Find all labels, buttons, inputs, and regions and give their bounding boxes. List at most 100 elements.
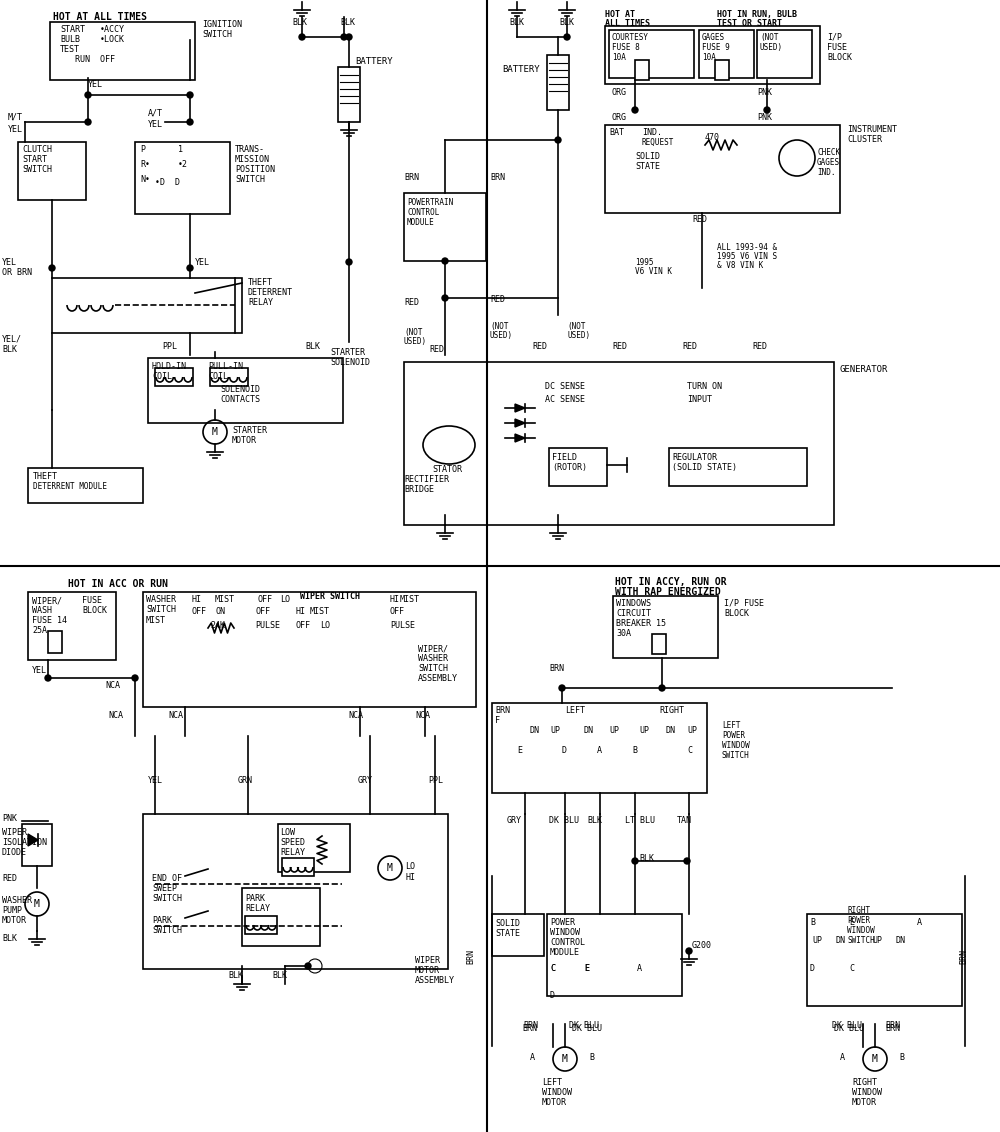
Circle shape [346, 259, 352, 265]
Text: RED: RED [490, 295, 505, 305]
Text: BLK: BLK [2, 934, 17, 943]
Text: UP: UP [639, 726, 649, 735]
Text: WIPER: WIPER [415, 957, 440, 964]
Bar [404, 192, 486, 261]
Text: LT BLU: LT BLU [625, 816, 655, 825]
Text: HOT IN RUN, BULB: HOT IN RUN, BULB [717, 10, 797, 19]
Text: CLUSTER: CLUSTER [847, 135, 882, 144]
Bar [669, 448, 807, 486]
Text: HI: HI [295, 607, 305, 616]
Text: OR BRN: OR BRN [2, 268, 32, 277]
Text: YEL/: YEL/ [2, 335, 22, 344]
Text: MOTOR: MOTOR [415, 966, 440, 975]
Bar [210, 368, 248, 386]
Text: V6 VIN K: V6 VIN K [635, 267, 672, 276]
Text: BAT: BAT [609, 128, 624, 137]
Text: INSTRUMENT: INSTRUMENT [847, 125, 897, 134]
Text: CHECK: CHECK [817, 148, 840, 157]
Text: BRN: BRN [490, 173, 505, 182]
Bar [605, 26, 820, 84]
Text: ASSEMBLY: ASSEMBLY [418, 674, 458, 683]
Text: I/P FUSE: I/P FUSE [724, 599, 764, 608]
Text: PUMP: PUMP [2, 906, 22, 915]
Text: MOTOR: MOTOR [542, 1098, 567, 1107]
Text: F: F [495, 717, 500, 724]
Text: WASHER: WASHER [146, 595, 176, 604]
Text: PARK: PARK [152, 916, 172, 925]
Text: DK BLU: DK BLU [549, 816, 579, 825]
Text: LEFT: LEFT [722, 721, 740, 730]
Text: NCA: NCA [108, 711, 123, 720]
Bar [699, 31, 754, 78]
Text: COIL: COIL [208, 372, 228, 381]
Text: PPL: PPL [162, 342, 177, 351]
Circle shape [346, 34, 352, 40]
Text: POWERTRAIN: POWERTRAIN [407, 198, 453, 207]
Text: OFF: OFF [258, 595, 273, 604]
Text: YEL: YEL [8, 125, 23, 134]
Text: MODULE: MODULE [407, 218, 435, 228]
Text: BLK: BLK [639, 854, 654, 863]
Text: A: A [530, 1053, 535, 1062]
Text: POSITION: POSITION [235, 165, 275, 174]
Text: DN: DN [895, 936, 905, 945]
Text: SOLID: SOLID [635, 152, 660, 161]
Circle shape [686, 947, 692, 954]
Text: DK BLU: DK BLU [572, 1024, 602, 1034]
Text: USED): USED) [404, 337, 427, 346]
Text: (NOT: (NOT [404, 328, 422, 337]
Text: PNK: PNK [757, 88, 772, 97]
Bar [605, 125, 840, 213]
Bar [278, 824, 350, 872]
Text: DETERRENT: DETERRENT [248, 288, 293, 297]
Text: RED: RED [2, 874, 17, 883]
Text: GRY: GRY [358, 777, 373, 784]
Polygon shape [515, 404, 525, 412]
Text: •D  D: •D D [155, 178, 180, 187]
Text: OFF: OFF [295, 621, 310, 631]
Text: N•: N• [140, 175, 150, 185]
Text: RECTIFIER: RECTIFIER [404, 475, 449, 484]
Text: YEL: YEL [148, 120, 163, 129]
Text: DN: DN [529, 726, 539, 735]
Bar [18, 142, 86, 200]
Text: 24K: 24K [210, 621, 225, 631]
Text: CLUTCH: CLUTCH [22, 145, 52, 154]
Text: BRN: BRN [466, 949, 475, 963]
Text: YEL: YEL [195, 258, 210, 267]
Bar [609, 31, 694, 78]
Text: BRN: BRN [495, 706, 510, 715]
Text: COURTESY: COURTESY [612, 33, 649, 42]
Text: GRY: GRY [507, 816, 522, 825]
Bar [547, 914, 682, 996]
Text: B: B [810, 918, 815, 927]
Text: BRN: BRN [549, 664, 564, 674]
Text: SWITCH: SWITCH [847, 936, 875, 945]
Text: SWITCH: SWITCH [235, 175, 265, 185]
Text: •LOCK: •LOCK [100, 35, 125, 44]
Circle shape [564, 34, 570, 40]
Text: DK BLU: DK BLU [834, 1024, 864, 1034]
Text: COIL: COIL [152, 372, 172, 381]
Text: NCA: NCA [105, 681, 120, 691]
Text: UP: UP [872, 936, 882, 945]
Text: I/P: I/P [827, 33, 842, 42]
Text: WINDOW: WINDOW [542, 1088, 572, 1097]
Text: B: B [589, 1053, 594, 1062]
Text: A: A [597, 746, 602, 755]
Text: D: D [562, 746, 567, 755]
Text: BRN: BRN [523, 1021, 538, 1030]
Text: ALL 1993-94 &: ALL 1993-94 & [717, 243, 777, 252]
Text: DK BLU: DK BLU [832, 1021, 862, 1030]
Text: PNK: PNK [757, 113, 772, 122]
Text: & V8 VIN K: & V8 VIN K [717, 261, 763, 271]
Text: LOW: LOW [280, 827, 295, 837]
Text: A/T: A/T [148, 108, 163, 117]
Text: STATOR: STATOR [432, 465, 462, 474]
Circle shape [305, 963, 311, 969]
Text: BLK: BLK [559, 18, 574, 27]
Text: BRN: BRN [522, 1024, 537, 1034]
Text: 1995: 1995 [635, 258, 654, 267]
Bar [635, 60, 649, 80]
Circle shape [341, 34, 347, 40]
